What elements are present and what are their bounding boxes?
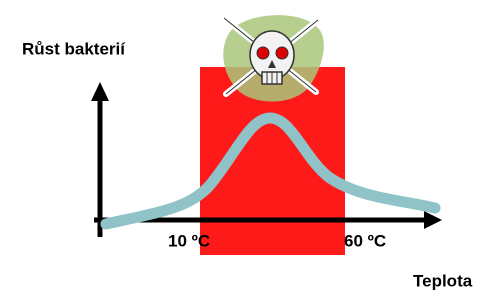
zone-label: 60 ºC xyxy=(344,231,386,250)
page: {"y_axis_label": "Růst bakterií", "x_axi… xyxy=(0,0,503,292)
y-axis-label: Růst bakterií xyxy=(22,39,126,58)
zone-label: 10 ºC xyxy=(168,231,210,250)
y-axis xyxy=(91,82,109,237)
diagram: Růst bakterií 10 ºC 60 ºC Teplota xyxy=(0,0,503,292)
skull-icon xyxy=(223,15,324,101)
x-axis-label: Teplota xyxy=(413,271,473,290)
